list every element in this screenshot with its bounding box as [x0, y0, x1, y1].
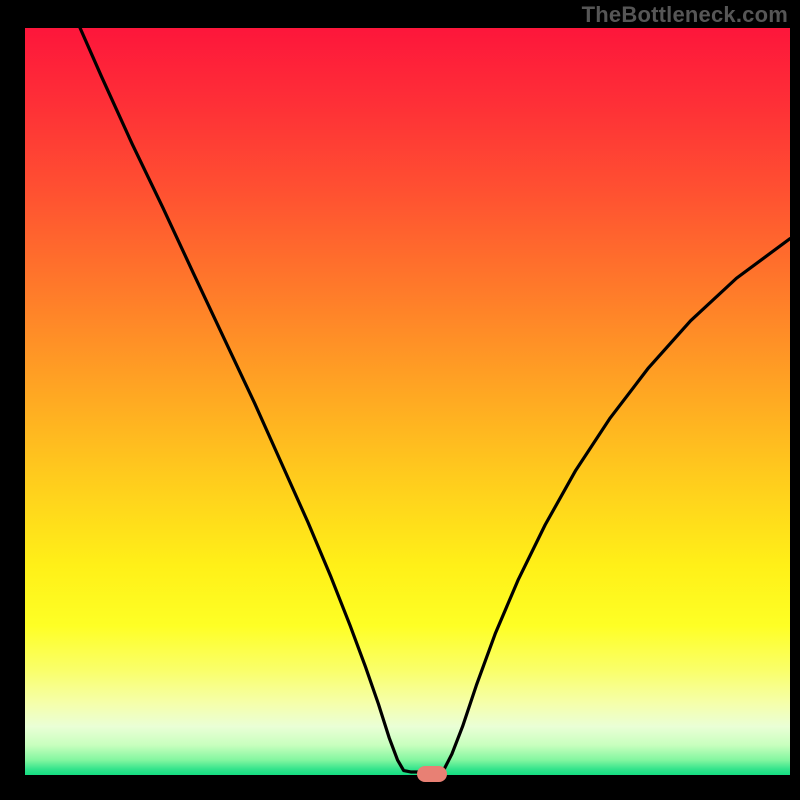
watermark-text: TheBottleneck.com: [582, 2, 788, 28]
optimum-marker: [417, 766, 447, 782]
plot-area: [25, 28, 790, 775]
gradient-background: [25, 28, 790, 775]
bottleneck-curve: [80, 28, 790, 772]
plot-svg: [25, 28, 790, 775]
chart-frame: TheBottleneck.com: [0, 0, 800, 800]
